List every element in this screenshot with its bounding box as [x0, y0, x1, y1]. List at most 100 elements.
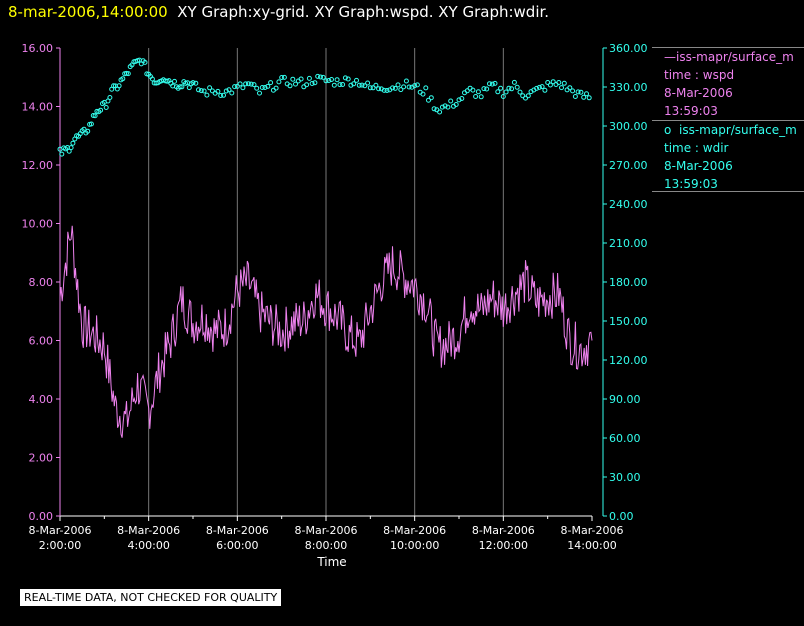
series-wdir-point	[92, 113, 98, 119]
series-wdir-point	[323, 78, 329, 84]
x-tick-date: 8-Mar-2006	[383, 524, 446, 537]
series-wdir-point	[484, 86, 490, 92]
series-wdir-point	[481, 86, 487, 92]
x-tick-date: 8-Mar-2006	[472, 524, 535, 537]
series-wdir-point	[448, 98, 454, 104]
series-wdir-point	[268, 80, 274, 86]
series-wdir-point	[124, 70, 129, 76]
series-wdir-point	[281, 74, 287, 80]
x-tick-time: 4:00:00	[127, 539, 169, 552]
legend-wspd-series: —iss-mapr/surface_m	[664, 48, 804, 66]
legend-wdir-series: o iss-mapr/surface_m	[664, 121, 804, 139]
series-wdir-point	[392, 85, 398, 91]
series-wdir-point	[68, 145, 74, 151]
series-wdir-point	[431, 106, 437, 112]
series-wdir-point	[259, 85, 265, 90]
left-tick-label: 16.00	[22, 42, 54, 55]
right-tick-label: 330.00	[609, 81, 648, 94]
left-tick-label: 8.00	[29, 276, 54, 289]
x-tick-time: 14:00:00	[567, 539, 616, 552]
series-wdir-point	[356, 82, 362, 88]
series-wdir-point	[367, 85, 373, 91]
series-wdir-point	[514, 84, 520, 90]
series-wdir-point	[177, 84, 183, 90]
legend-wspd-time: 13:59:03	[664, 104, 718, 118]
series-wdir-point	[500, 94, 506, 99]
series-wdir-point	[373, 82, 379, 88]
series-wdir-point	[578, 89, 584, 95]
series-wdir-point	[572, 94, 578, 99]
left-tick-label: 14.00	[22, 101, 54, 114]
series-wdir-point	[232, 84, 238, 90]
series-wdir-point	[88, 121, 94, 127]
series-wdir-point	[306, 75, 312, 81]
quality-note: REAL-TIME DATA, NOT CHECKED FOR QUALITY	[20, 589, 282, 606]
series-wdir-point	[273, 85, 279, 91]
series-wdir-point	[103, 105, 109, 110]
series-wdir-point	[218, 93, 224, 98]
legend-circle-marker: o	[664, 123, 672, 137]
series-wdir-point	[426, 97, 431, 103]
series-wdir-point	[442, 103, 448, 109]
series-wdir-point	[503, 89, 509, 95]
series-wdir-point	[445, 104, 451, 110]
x-tick-time: 12:00:00	[479, 539, 528, 552]
series-wdir-point	[428, 95, 434, 101]
series-wdir-point	[437, 109, 443, 115]
series-wdir-point	[186, 85, 192, 91]
series-wdir-point	[290, 76, 296, 82]
right-tick-label: 0.00	[609, 510, 634, 523]
series-wdir-point	[309, 81, 315, 86]
series-wdir-point	[487, 81, 492, 87]
series-wdir-point	[70, 140, 76, 146]
series-wdir-point	[354, 77, 359, 83]
legend-wspd[interactable]: —iss-mapr/surface_m time : wspd 8-Mar-20…	[664, 48, 804, 120]
series-wdir-point	[337, 82, 343, 88]
series-wdir-point	[376, 86, 382, 92]
series-wdir-point	[420, 91, 426, 97]
series-wdir-point	[534, 85, 540, 91]
series-wdir-point	[125, 71, 131, 77]
right-tick-label: 90.00	[609, 393, 641, 406]
series-wdir-point	[251, 82, 257, 88]
right-tick-label: 210.00	[609, 237, 648, 250]
series-wdir-point	[398, 87, 404, 93]
series-wdir-point	[223, 88, 229, 94]
series-wdir-point	[279, 75, 285, 80]
legend-wdir-name: iss-mapr/surface_m	[678, 123, 797, 137]
legend-wspd-name: iss-mapr/surface_m	[676, 50, 794, 64]
series-wdir-point	[196, 87, 201, 93]
series-wdir-point	[517, 89, 523, 95]
series-wdir-point	[542, 87, 548, 93]
series-wdir-point	[315, 73, 321, 79]
x-tick-date: 8-Mar-2006	[295, 524, 358, 537]
series-wdir-point	[525, 93, 531, 99]
right-tick-label: 180.00	[609, 276, 648, 289]
series-wdir-point	[586, 95, 592, 101]
series-wdir-point	[473, 94, 479, 99]
series-wdir-point	[331, 82, 337, 88]
series-wdir-point	[550, 79, 556, 85]
series-wdir-point	[90, 113, 96, 118]
series-wdir-point	[111, 83, 117, 89]
series-wdir-point	[248, 81, 254, 87]
header-timestamp: 8-mar-2006,14:00:00	[8, 3, 168, 21]
x-tick-date: 8-Mar-2006	[561, 524, 624, 537]
series-wdir-point	[257, 90, 262, 96]
series-wdir-point	[403, 78, 409, 84]
right-tick-label: 300.00	[609, 120, 648, 133]
series-wdir-point	[262, 85, 268, 90]
series-wdir-point	[221, 92, 226, 98]
x-tick-time: 8:00:00	[305, 539, 347, 552]
series-wdir-point	[453, 102, 459, 107]
series-wdir-point	[276, 79, 282, 85]
series-wdir-point	[149, 76, 155, 82]
series-wdir-point	[340, 82, 346, 87]
series-wdir-point	[384, 88, 390, 93]
series-wdir-point	[370, 85, 376, 91]
series-wdir-point	[320, 74, 326, 80]
series-wdir-point	[478, 94, 484, 100]
series-wdir-point	[298, 76, 304, 82]
legend-wdir[interactable]: o iss-mapr/surface_m time : wdir 8-Mar-2…	[664, 121, 804, 193]
